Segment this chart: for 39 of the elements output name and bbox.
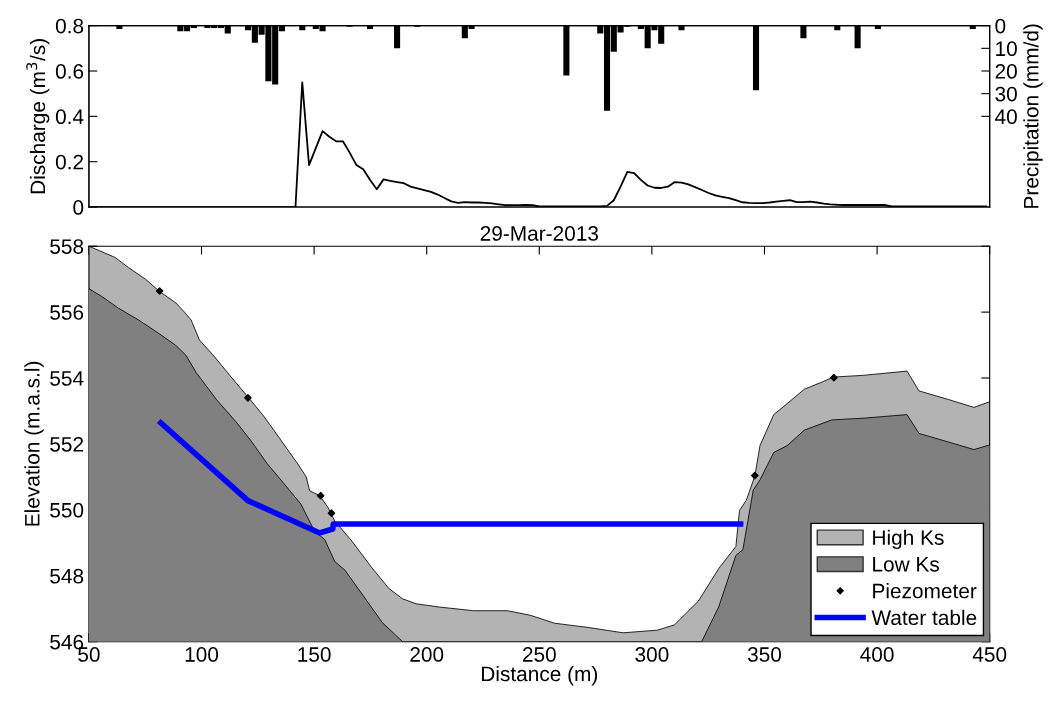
point	[327, 509, 336, 517]
y2-tick-label: 0	[995, 18, 1006, 34]
legend-label: Piezometer	[873, 583, 977, 599]
y-tick-label: 0.6	[55, 64, 84, 79]
x-axis-title: Distance (m)	[481, 665, 598, 686]
y-tick-label: 0.8	[55, 18, 84, 34]
y2-tick-label: 30	[995, 86, 1017, 102]
y-tick-label: 548	[50, 568, 84, 584]
x-tick-label: 400	[860, 647, 894, 662]
point	[155, 287, 164, 295]
y2-tick-label: 40	[995, 109, 1017, 125]
x-tick-label: 300	[635, 647, 669, 662]
y-tick-label: 558	[50, 239, 84, 254]
x-tick-label: 450	[972, 647, 1007, 662]
chart-title: 29-Mar-2013	[480, 226, 599, 241]
x-tick-label: 100	[185, 647, 219, 662]
point	[244, 394, 252, 402]
y2-tick-label: 20	[995, 64, 1017, 79]
y-axis-title: Elevation (m.a.s.l)	[24, 361, 44, 526]
series-label: High Ks	[873, 529, 944, 550]
y-tick-label: 0	[73, 200, 84, 215]
point	[751, 471, 759, 480]
y-tick-label: 0.2	[55, 154, 84, 170]
x-tick-label: 250	[522, 647, 556, 662]
y-axis-title: Discharge (m$^{3}$/s)	[26, 39, 50, 194]
x-tick-label: 200	[410, 647, 444, 662]
y2-tick-label: 10	[996, 41, 1017, 57]
y-tick-label: 554	[50, 371, 84, 386]
x-tick-label: 150	[298, 647, 331, 662]
point	[316, 491, 325, 500]
legend-label: Low Ks	[873, 557, 940, 572]
x-tick-label: 350	[747, 647, 782, 662]
y-tick-label: 556	[50, 305, 84, 320]
y-tick-label: 552	[50, 436, 84, 452]
y-tick-label: 550	[50, 502, 84, 518]
y-tick-label: 0.4	[55, 109, 84, 125]
legend-label: Water table	[871, 609, 977, 626]
y2-axis-title: Precipitation (mm/d)	[1023, 24, 1043, 208]
point	[830, 373, 838, 382]
